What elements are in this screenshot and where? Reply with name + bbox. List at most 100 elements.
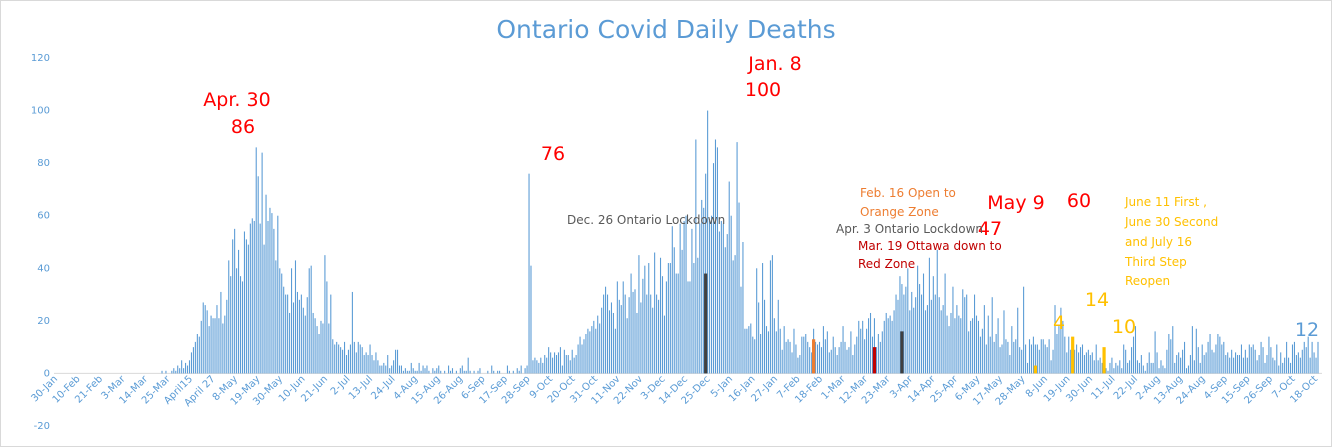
bar bbox=[304, 315, 306, 374]
event-annotation: Apr. 3 Ontario Lockdown bbox=[836, 222, 983, 236]
bar bbox=[308, 268, 310, 374]
bar bbox=[991, 297, 993, 374]
bar bbox=[981, 328, 983, 374]
bar bbox=[726, 234, 728, 374]
bar bbox=[526, 365, 528, 374]
bar bbox=[367, 355, 369, 374]
bar bbox=[742, 242, 744, 374]
bar bbox=[1038, 349, 1040, 374]
bar bbox=[962, 289, 964, 374]
bar bbox=[396, 349, 399, 374]
bar bbox=[601, 307, 603, 374]
bar bbox=[989, 336, 991, 374]
bar bbox=[347, 349, 350, 374]
bar bbox=[689, 281, 691, 374]
bar bbox=[355, 352, 357, 374]
bar bbox=[654, 252, 656, 374]
bar bbox=[493, 370, 495, 374]
bar bbox=[970, 320, 972, 374]
bar bbox=[779, 328, 781, 374]
highlight-bar bbox=[1033, 365, 1037, 374]
bar bbox=[1046, 347, 1048, 374]
bar bbox=[1076, 344, 1078, 374]
bar bbox=[381, 365, 383, 374]
bar bbox=[816, 344, 819, 374]
bar bbox=[928, 257, 930, 374]
bar bbox=[1134, 326, 1137, 374]
bar bbox=[1087, 349, 1089, 374]
event-annotation: Feb. 16 Open to bbox=[860, 186, 956, 200]
bar bbox=[775, 331, 777, 374]
bar bbox=[1223, 341, 1225, 374]
event-annotation: June 11 First , bbox=[1124, 195, 1207, 209]
bar bbox=[1248, 344, 1250, 374]
bar bbox=[1205, 352, 1207, 374]
bar bbox=[1101, 362, 1103, 374]
bar bbox=[608, 310, 611, 374]
bar bbox=[846, 349, 848, 374]
bar bbox=[1260, 341, 1262, 374]
bar bbox=[862, 320, 864, 374]
bar bbox=[734, 255, 736, 374]
bar bbox=[416, 370, 418, 374]
bar bbox=[791, 352, 793, 374]
bar bbox=[542, 362, 544, 374]
bar bbox=[665, 281, 667, 374]
bar bbox=[334, 344, 336, 374]
bar bbox=[218, 318, 220, 374]
bar bbox=[383, 362, 385, 374]
bar bbox=[234, 228, 236, 374]
bar bbox=[210, 315, 212, 374]
bar bbox=[830, 349, 832, 374]
bar bbox=[518, 370, 520, 374]
event-annotation: Orange Zone bbox=[860, 205, 939, 219]
bar bbox=[854, 344, 856, 374]
bar bbox=[404, 368, 406, 374]
bar bbox=[913, 307, 915, 374]
bar bbox=[838, 347, 840, 374]
bar bbox=[479, 368, 481, 374]
bar bbox=[809, 347, 811, 374]
value-annotation: 100 bbox=[745, 79, 781, 101]
bar bbox=[1142, 365, 1144, 374]
bar bbox=[412, 368, 414, 374]
bar bbox=[985, 344, 987, 374]
bar bbox=[377, 360, 379, 374]
y-tick-label: 0 bbox=[44, 368, 50, 379]
bar bbox=[842, 326, 844, 374]
bar bbox=[1105, 368, 1107, 374]
bar bbox=[194, 341, 196, 374]
bar bbox=[455, 370, 457, 374]
bar bbox=[691, 228, 693, 374]
bar bbox=[1136, 360, 1138, 374]
bar bbox=[1191, 326, 1193, 374]
bar bbox=[950, 312, 952, 374]
bar bbox=[353, 341, 355, 374]
bar bbox=[593, 320, 595, 374]
bar bbox=[852, 355, 854, 374]
value-annotation: 76 bbox=[541, 143, 565, 165]
bar bbox=[879, 341, 881, 374]
bar bbox=[236, 268, 238, 374]
bar bbox=[658, 299, 660, 374]
bar bbox=[714, 139, 717, 374]
bar bbox=[506, 365, 508, 374]
bar bbox=[463, 370, 465, 374]
bar bbox=[550, 352, 552, 374]
bar bbox=[840, 341, 842, 374]
bar bbox=[1095, 344, 1097, 374]
bar bbox=[298, 299, 300, 374]
bar bbox=[701, 199, 703, 374]
bar bbox=[605, 286, 607, 374]
bar bbox=[1311, 341, 1313, 374]
bar bbox=[312, 312, 314, 374]
bar bbox=[746, 328, 748, 374]
bar bbox=[491, 365, 493, 374]
bar bbox=[597, 315, 599, 374]
bar bbox=[818, 341, 821, 374]
bar bbox=[449, 370, 452, 374]
bar bbox=[432, 368, 434, 374]
bar bbox=[1064, 336, 1066, 374]
bar bbox=[1025, 344, 1027, 374]
bar bbox=[188, 360, 191, 374]
